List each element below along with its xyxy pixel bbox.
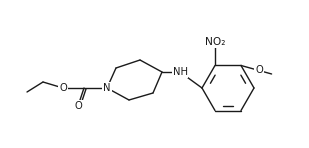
Text: O: O xyxy=(59,83,67,93)
Text: NO₂: NO₂ xyxy=(205,37,225,48)
Text: NH: NH xyxy=(172,67,188,77)
Text: O: O xyxy=(255,65,263,75)
Text: N: N xyxy=(103,83,111,93)
Text: O: O xyxy=(74,101,82,111)
